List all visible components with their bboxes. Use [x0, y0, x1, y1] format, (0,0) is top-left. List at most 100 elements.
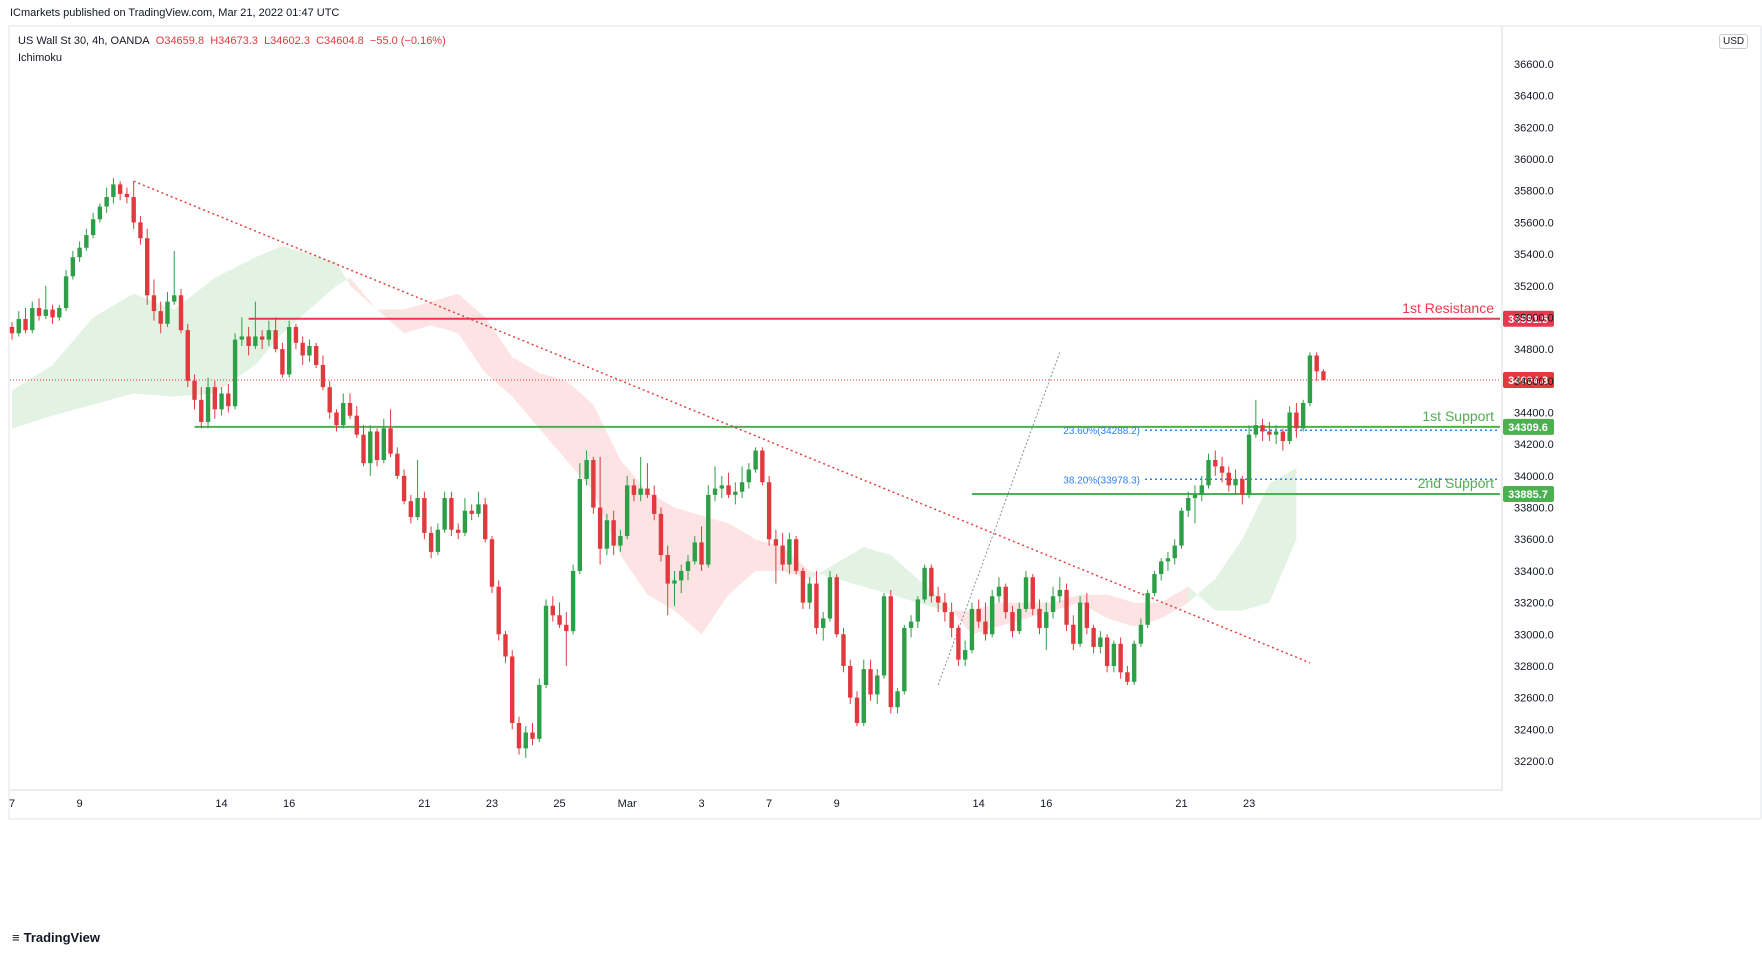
- candle-body: [1131, 643, 1137, 682]
- candle: [1321, 369, 1326, 381]
- candle: [428, 526, 434, 559]
- candle: [618, 529, 623, 552]
- cloud-segment: [512, 357, 540, 429]
- candle-body: [584, 460, 589, 480]
- candle: [841, 627, 846, 673]
- candle: [679, 564, 684, 594]
- candle: [1273, 425, 1279, 445]
- candle-body: [949, 612, 954, 628]
- candle: [503, 631, 508, 663]
- candle: [564, 612, 569, 666]
- candle-body: [428, 532, 434, 552]
- level-name: 1st Resistance: [1402, 300, 1494, 316]
- candle: [320, 355, 326, 391]
- candle-body: [124, 193, 130, 198]
- candle: [922, 564, 927, 603]
- candle-body: [1179, 510, 1184, 546]
- candle-body: [246, 336, 251, 346]
- candle: [442, 491, 447, 533]
- candle-body: [388, 428, 393, 454]
- y-tick-label: 36400.0: [1514, 91, 1554, 103]
- candle: [111, 178, 116, 204]
- cloud-segment: [214, 257, 256, 394]
- current-price-label: 34604.8: [1508, 375, 1548, 387]
- cloud-segment: [255, 246, 283, 365]
- candle-body: [1159, 561, 1164, 575]
- candle: [1206, 453, 1211, 489]
- y-tick-label: 34400.0: [1514, 408, 1554, 420]
- candle: [726, 472, 731, 499]
- candle: [1017, 602, 1022, 635]
- candle: [347, 393, 353, 419]
- tradingview-logo[interactable]: ≡ TradingView: [12, 930, 100, 945]
- cloud-segment: [485, 317, 513, 397]
- candle-body: [77, 247, 82, 258]
- candle: [212, 380, 217, 419]
- candle: [172, 250, 177, 305]
- candle-body: [888, 596, 893, 708]
- candle: [192, 374, 197, 410]
- legend-close: C34604.8: [316, 35, 364, 47]
- candle-body: [800, 570, 806, 603]
- candle-body: [1287, 412, 1292, 442]
- candle-body: [827, 577, 833, 619]
- candle-body: [624, 485, 630, 537]
- candle: [145, 228, 150, 305]
- x-tick-label: 14: [215, 798, 227, 810]
- trendline-layer: [133, 180, 1311, 686]
- candle: [266, 320, 272, 346]
- candle: [489, 536, 495, 594]
- candle: [381, 418, 386, 464]
- candle: [827, 570, 833, 622]
- candle: [638, 456, 643, 502]
- candle: [881, 593, 887, 679]
- candle: [455, 523, 461, 540]
- time-axis[interactable]: 7 9 14 16 21 23 25 Mar 3 7 9 14 16 21 23: [9, 798, 1255, 810]
- candle-body: [990, 596, 995, 635]
- candle-body: [145, 238, 150, 296]
- candle-body: [1294, 412, 1299, 429]
- candle-body: [516, 722, 522, 749]
- candle-body: [408, 501, 414, 518]
- candle: [300, 336, 305, 365]
- indicator-label[interactable]: Ichimoku: [18, 52, 63, 64]
- candle-body: [577, 479, 583, 571]
- candle-body: [976, 608, 981, 622]
- candle: [834, 574, 839, 638]
- candle: [1064, 583, 1069, 632]
- candle-body: [16, 319, 21, 334]
- candle: [854, 691, 860, 727]
- currency-button[interactable]: USD: [1719, 34, 1749, 49]
- candle-body: [915, 599, 921, 622]
- y-tick-label: 34800.0: [1514, 344, 1554, 356]
- candle: [1098, 631, 1103, 654]
- candle-body: [280, 349, 285, 375]
- candle: [1179, 507, 1184, 549]
- candle: [1314, 352, 1319, 381]
- candle-body: [908, 621, 914, 628]
- candle: [807, 577, 812, 609]
- candle-body: [117, 184, 123, 194]
- x-tick-label: 23: [1243, 798, 1255, 810]
- cloud-segment: [836, 547, 864, 587]
- candle-body: [63, 276, 69, 308]
- cloud-segment: [174, 277, 215, 397]
- candle-body: [679, 570, 684, 581]
- candle: [1057, 577, 1062, 603]
- cloud-segment: [728, 523, 756, 595]
- candle: [787, 532, 792, 575]
- candle: [178, 288, 184, 334]
- candle-body: [23, 319, 28, 331]
- candle-body: [597, 507, 603, 549]
- candle: [1145, 589, 1150, 628]
- candle: [942, 593, 948, 622]
- candle: [1226, 466, 1231, 492]
- price-axis[interactable]: 32200.0 32400.0 32600.0 32800.0 33000.0 33200…: [1514, 59, 1554, 768]
- candle: [550, 596, 555, 622]
- cloud-segment: [404, 301, 432, 334]
- candle: [395, 447, 400, 480]
- candle-body: [658, 513, 664, 556]
- candle: [983, 602, 988, 641]
- symbol-name: US Wall St 30, 4h, OANDA: [18, 35, 150, 47]
